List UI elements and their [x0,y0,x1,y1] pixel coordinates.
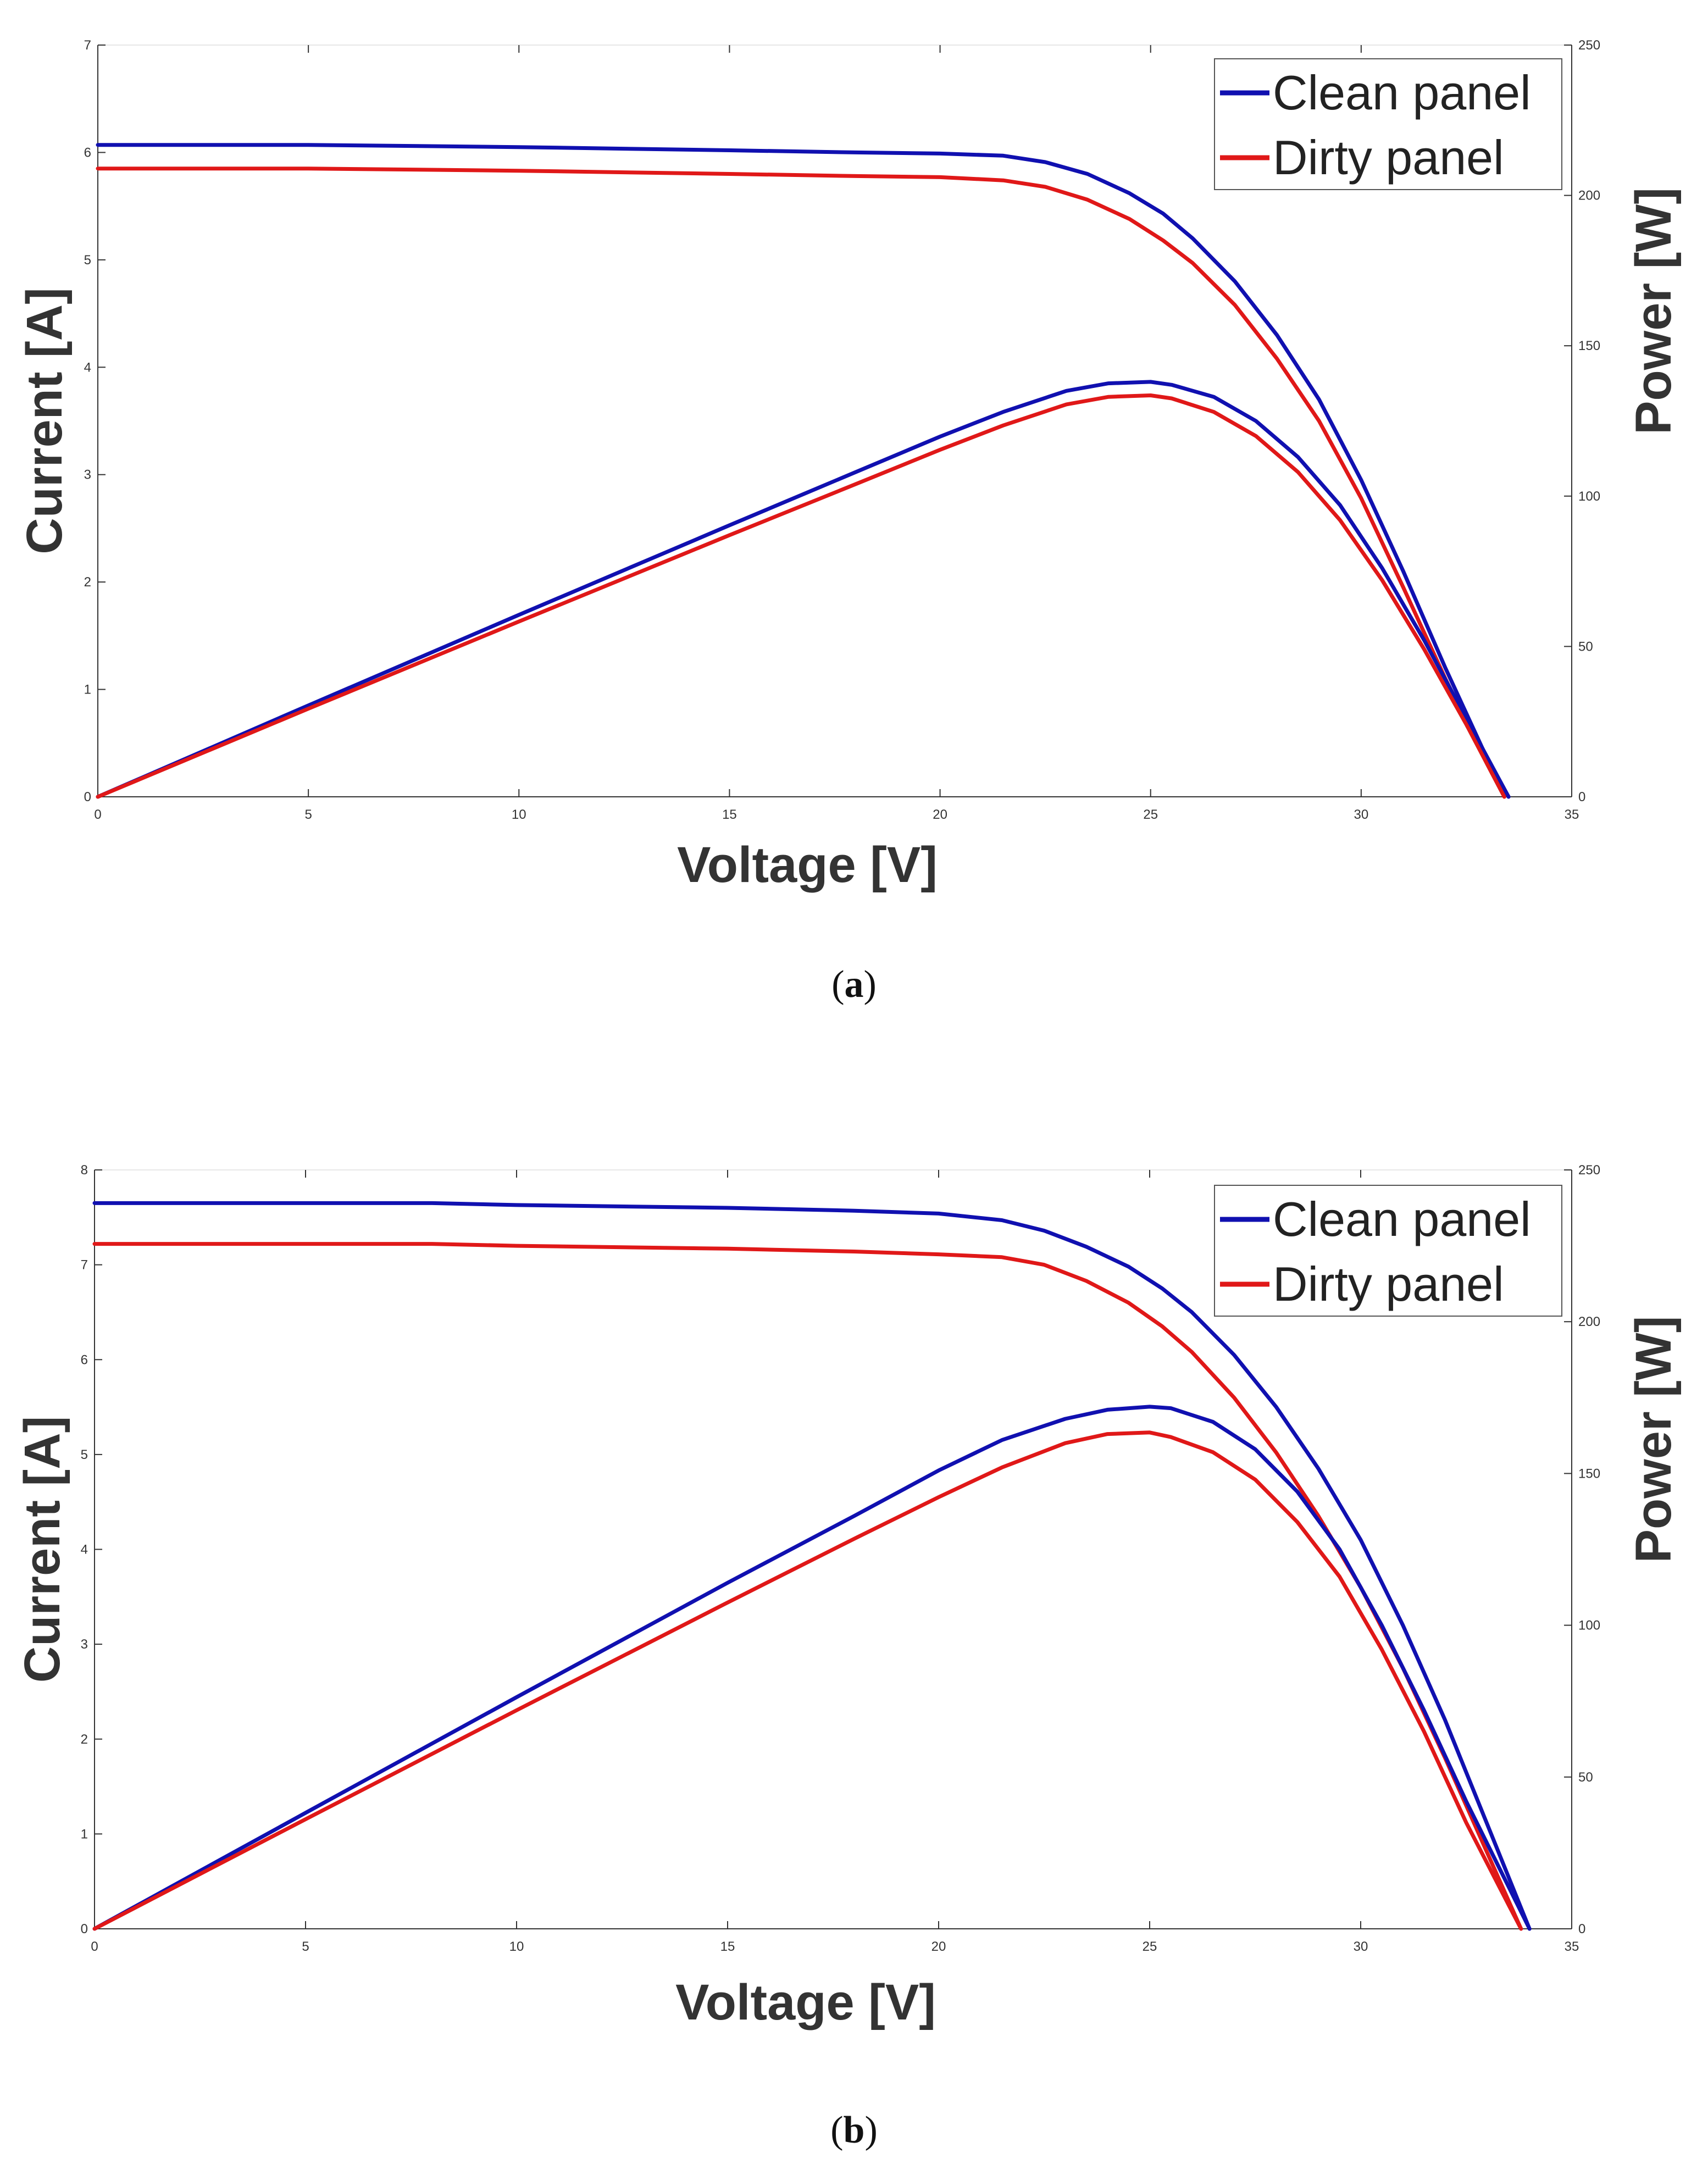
iv-pv-chart-a: 0 5 10 15 20 25 30 35 0 1 2 3 4 5 6 7 0 50 100 150 200 250 Vol… [16,38,1682,893]
dirty-current-line [96,167,1506,799]
y-tick-label: 3 [81,1637,88,1652]
legend-box [1214,1185,1562,1317]
y-axis-label: Current [A] [14,1416,70,1683]
y-tick-label: 2 [81,1732,88,1747]
clean-power-line [96,380,1511,799]
x-tick-label: 25 [1143,1939,1157,1954]
x-tick-label: 0 [91,1939,98,1954]
y2-tick-label: 100 [1578,489,1600,504]
y-tick-label: 2 [84,575,91,590]
y-tick-label: 0 [81,1922,88,1936]
y2-tick-label: 50 [1578,639,1593,654]
caption-a-close: ) [863,963,877,1006]
y-tick-label: 7 [81,1258,88,1273]
x-tick-label: 10 [512,807,526,822]
y-tick-label: 6 [84,145,91,160]
y2-axis-label: Power [W] [1626,1316,1682,1563]
y2-tick-label: 150 [1578,339,1600,353]
caption-b-open: ( [830,2109,844,2151]
caption-b: (b) [0,2108,1708,2152]
y-tick-label: 6 [81,1352,88,1367]
dirty-current-line [92,1242,1523,1931]
x-tick-label: 0 [94,807,101,822]
y-tick-label: 3 [84,468,91,482]
x-tick-label: 25 [1143,807,1158,822]
y-tick-label: 0 [84,790,91,804]
iv-pv-chart-b: 0 5 10 15 20 25 30 35 0 1 2 3 4 5 6 7 8 0 50 100 150 200 250 Vo… [14,1163,1682,2030]
y-tick-label: 5 [84,253,91,268]
y-tick-label: 4 [81,1542,88,1557]
y-tick-label: 1 [81,1827,88,1841]
y2-tick-label: 200 [1578,1314,1600,1329]
legend-label-dirty: Dirty panel [1273,130,1504,185]
caption-a-letter: a [844,963,864,1006]
y2-tick-label: 250 [1578,38,1600,53]
x-tick-label: 35 [1565,1939,1579,1954]
y2-axis-label: Power [W] [1626,187,1682,435]
x-tick-label: 35 [1565,807,1579,822]
caption-b-close: ) [864,2109,878,2151]
y-tick-label: 1 [84,683,91,697]
caption-a: (a) [0,963,1708,1007]
y2-tick-label: 0 [1578,1922,1585,1936]
x-tick-label: 20 [931,1939,946,1954]
x-tick-label: 5 [302,1939,309,1954]
caption-b-letter: b [843,2109,865,2151]
y-tick-label: 4 [84,360,91,375]
clean-power-line [92,1405,1532,1931]
chart-panel-a: 0 5 10 15 20 25 30 35 0 1 2 3 4 5 6 7 0 50 100 150 200 250 Vol… [0,38,1708,1007]
y-tick-label: 5 [81,1447,88,1462]
x-axis-label: Voltage [V] [675,1974,936,2030]
legend-box [1214,58,1562,190]
chart-panel-b: 0 5 10 15 20 25 30 35 0 1 2 3 4 5 6 7 8 0 50 100 150 200 250 Vo… [0,1082,1708,2164]
clean-current-line [92,1201,1532,1931]
legend-label-clean: Clean panel [1273,1192,1531,1246]
x-tick-label: 30 [1354,807,1369,822]
y2-tick-label: 250 [1578,1163,1600,1178]
legend-label-clean: Clean panel [1273,65,1531,120]
x-axis-label: Voltage [V] [677,837,938,893]
y2-tick-label: 150 [1578,1466,1600,1481]
x-tick-label: 5 [304,807,312,822]
dirty-power-line [96,393,1506,799]
y2-tick-label: 0 [1578,790,1585,804]
y-tick-label: 7 [84,38,91,53]
y2-tick-label: 100 [1578,1618,1600,1633]
x-tick-label: 30 [1354,1939,1368,1954]
caption-a-open: ( [831,963,845,1006]
x-tick-label: 15 [722,807,737,822]
y2-tick-label: 50 [1578,1770,1593,1785]
legend-label-dirty: Dirty panel [1273,1257,1504,1311]
dirty-power-line [92,1430,1523,1931]
x-tick-label: 20 [933,807,947,822]
y2-tick-label: 200 [1578,188,1600,203]
x-tick-label: 15 [720,1939,735,1954]
clean-current-line [96,143,1511,799]
y-tick-label: 8 [81,1163,88,1178]
y-axis-label: Current [A] [16,287,73,554]
x-tick-label: 10 [509,1939,524,1954]
